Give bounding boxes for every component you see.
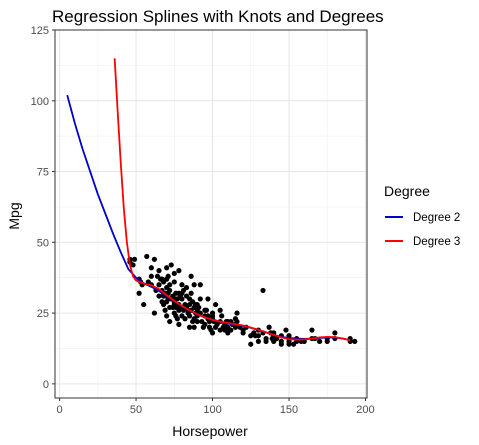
data-point — [283, 327, 289, 333]
data-point — [182, 316, 188, 322]
y-tick-label: 25 — [37, 308, 49, 320]
data-point — [136, 290, 142, 296]
data-point — [191, 324, 197, 330]
data-point — [228, 327, 234, 333]
data-point — [266, 324, 272, 330]
data-point — [167, 282, 173, 288]
spline-lines — [66, 58, 351, 342]
data-point — [260, 287, 266, 294]
data-point — [209, 310, 216, 316]
data-point — [130, 262, 136, 268]
legend-label: Degree 2 — [413, 212, 460, 224]
data-point — [309, 327, 315, 333]
data-point — [209, 330, 216, 336]
legend-title: Degree — [384, 183, 430, 199]
data-point — [186, 324, 193, 330]
legend: Degree Degree 2 Degree 3 — [384, 183, 460, 248]
data-point — [263, 335, 269, 342]
y-axis: 0 25 50 75 100 125 — [31, 25, 55, 391]
legend-items: Degree 2 Degree 3 — [385, 212, 460, 248]
data-point — [324, 338, 330, 344]
data-point — [179, 296, 185, 302]
data-point — [219, 313, 225, 319]
x-tick-label: 150 — [280, 404, 298, 416]
x-tick-label: 50 — [130, 404, 142, 416]
data-point — [186, 313, 193, 319]
y-tick-label: 0 — [43, 379, 49, 391]
y-tick-label: 125 — [31, 25, 49, 37]
data-point — [144, 253, 150, 260]
data-point — [234, 310, 240, 316]
data-point — [183, 285, 190, 291]
x-tick-label: 100 — [203, 404, 221, 416]
data-point — [179, 282, 185, 288]
x-tick-label: 0 — [57, 404, 63, 416]
data-point — [205, 296, 211, 302]
data-point — [197, 282, 203, 288]
data-point — [171, 279, 177, 285]
data-point — [167, 287, 173, 294]
data-point — [151, 310, 158, 316]
data-point — [156, 293, 162, 299]
data-point — [194, 318, 200, 325]
data-point — [156, 282, 162, 288]
data-point — [212, 301, 219, 308]
data-point — [171, 270, 177, 277]
chart-title: Regression Splines with Knots and Degree… — [52, 7, 384, 26]
data-point — [332, 330, 338, 336]
data-point — [148, 265, 154, 271]
data-point — [248, 341, 254, 347]
data-point — [232, 324, 239, 330]
data-point — [188, 273, 194, 279]
data-point — [352, 338, 358, 344]
x-axis-title: Horsepower — [172, 423, 248, 439]
data-point — [176, 268, 182, 274]
y-tick-label: 100 — [31, 96, 49, 108]
legend-label: Degree 3 — [413, 236, 460, 248]
data-point — [148, 273, 154, 279]
data-point — [164, 265, 170, 271]
data-point — [316, 338, 323, 344]
data-point — [156, 268, 162, 274]
y-tick-label: 50 — [37, 237, 49, 249]
data-point — [202, 321, 208, 327]
data-point — [188, 290, 194, 296]
y-tick-label: 75 — [37, 167, 49, 179]
data-point — [174, 316, 180, 322]
data-point — [255, 333, 262, 339]
data-point — [167, 318, 173, 325]
data-point — [217, 307, 223, 313]
panel-border — [54, 29, 368, 399]
data-point — [203, 307, 210, 313]
data-point — [197, 296, 203, 302]
data-point — [191, 282, 197, 288]
x-axis: 0 50 100 150 200 — [57, 398, 375, 416]
data-point — [131, 256, 138, 262]
data-point — [286, 341, 292, 347]
data-point — [255, 338, 262, 344]
data-point — [165, 273, 171, 279]
x-tick-label: 200 — [356, 404, 374, 416]
data-point — [176, 321, 182, 327]
data-point — [168, 262, 174, 268]
y-axis-title: Mpg — [6, 202, 22, 229]
series-line-degree-3 — [113, 58, 351, 342]
data-point — [278, 338, 284, 344]
data-point — [234, 318, 240, 325]
data-point — [196, 304, 202, 311]
plot-area — [54, 29, 368, 399]
data-point — [162, 307, 168, 313]
data-point — [151, 256, 158, 262]
data-point — [141, 301, 147, 308]
data-point — [164, 313, 170, 319]
